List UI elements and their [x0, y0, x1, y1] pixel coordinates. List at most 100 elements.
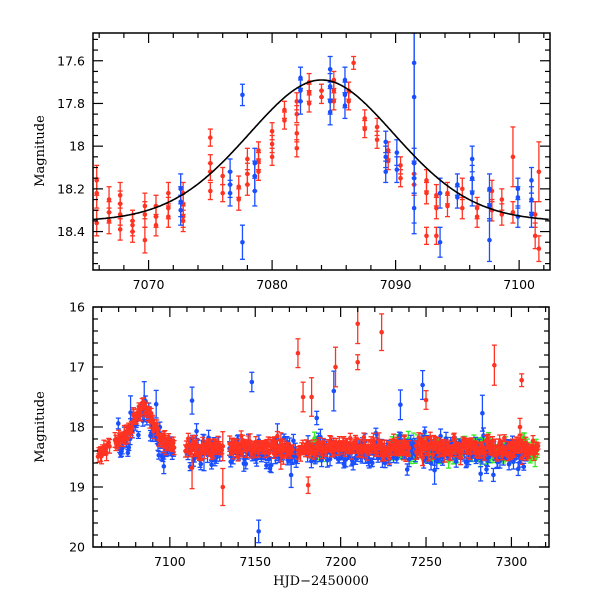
- data-point: [240, 239, 245, 245]
- data-point: [106, 218, 112, 224]
- data-point: [272, 441, 277, 446]
- bottom-blue-point: [194, 423, 200, 440]
- y-tick-label: 18.2: [57, 181, 85, 196]
- data-point: [428, 460, 434, 466]
- data-point: [425, 457, 430, 463]
- data-point: [256, 158, 261, 164]
- top-blue-point: [486, 190, 492, 222]
- top-blue-point: [411, 192, 417, 224]
- data-point: [469, 156, 475, 162]
- data-point: [264, 463, 269, 468]
- top-model-curve: [93, 79, 549, 221]
- top-red-point: [294, 104, 300, 124]
- y-tick-label: 17.6: [57, 53, 85, 68]
- data-point: [171, 445, 177, 450]
- data-point: [340, 453, 345, 459]
- data-point: [291, 438, 296, 444]
- data-point: [469, 175, 475, 181]
- data-point: [198, 461, 204, 467]
- data-point: [460, 186, 465, 192]
- data-point: [243, 461, 249, 467]
- data-point: [480, 410, 485, 416]
- bottom-blue-point: [161, 458, 167, 475]
- data-point: [529, 178, 534, 183]
- top-blue-point: [528, 201, 534, 228]
- data-point: [294, 99, 300, 104]
- data-point: [347, 435, 353, 441]
- data-point: [245, 156, 250, 162]
- data-point: [239, 451, 245, 457]
- top-red-point: [499, 203, 505, 226]
- data-point: [252, 188, 258, 194]
- x-tick-label: 7070: [133, 277, 165, 292]
- data-point: [166, 190, 171, 196]
- data-point: [275, 433, 280, 439]
- top-red-point: [374, 130, 380, 149]
- data-point: [491, 472, 496, 478]
- top-red-point: [220, 166, 226, 186]
- data-point: [420, 382, 425, 388]
- top-red-point: [220, 183, 226, 203]
- data-point: [106, 197, 112, 202]
- data-point: [374, 137, 380, 143]
- top-blue-point: [252, 175, 258, 207]
- bottom-blue-outlier: [479, 394, 485, 432]
- data-point: [153, 222, 159, 228]
- data-point: [94, 220, 100, 226]
- data-point: [306, 101, 312, 106]
- top-red-point: [510, 126, 516, 188]
- data-point: [342, 103, 348, 108]
- data-point: [256, 148, 261, 153]
- data-point: [208, 188, 213, 194]
- bottom-blue-point: [490, 467, 496, 483]
- bottom-blue-point: [243, 458, 249, 470]
- data-point: [515, 195, 521, 200]
- data-point: [394, 150, 400, 155]
- data-point: [327, 66, 333, 72]
- data-point: [116, 421, 121, 426]
- data-point: [411, 175, 417, 181]
- data-point: [487, 203, 492, 209]
- data-point: [404, 467, 410, 472]
- data-point: [529, 197, 534, 202]
- bottom-blue-point: [115, 417, 121, 430]
- data-point: [294, 145, 300, 151]
- x-tick-label: 7100: [503, 277, 535, 292]
- top-red-point: [398, 168, 404, 188]
- top-frame: [92, 32, 551, 271]
- data-point: [327, 84, 333, 89]
- data-point: [511, 459, 516, 465]
- data-point: [148, 410, 154, 416]
- top-red-point: [331, 92, 337, 111]
- data-point: [125, 450, 131, 456]
- data-point: [290, 447, 295, 452]
- top-red-point: [346, 92, 352, 111]
- data-point: [445, 190, 450, 196]
- data-point: [268, 462, 274, 468]
- top-red-point: [106, 207, 112, 235]
- data-point: [460, 205, 465, 211]
- data-point: [434, 192, 439, 198]
- data-point: [510, 210, 516, 215]
- top-red-point: [444, 194, 450, 218]
- data-point: [370, 460, 375, 466]
- data-point: [532, 212, 538, 217]
- data-point: [208, 135, 213, 140]
- top-blue-point: [227, 179, 233, 207]
- top-data-marks: [94, 33, 542, 263]
- data-point: [178, 207, 183, 213]
- data-point: [104, 450, 109, 456]
- data-point: [136, 432, 141, 438]
- x-tick-label: 7080: [256, 277, 288, 292]
- data-point: [487, 186, 492, 192]
- data-point: [398, 163, 403, 168]
- bottom-red-point: [171, 439, 177, 456]
- data-point: [189, 398, 195, 403]
- top-blue-point: [411, 33, 417, 162]
- y-tick-label: 18.4: [57, 224, 85, 239]
- data-point: [117, 227, 123, 232]
- data-point: [269, 154, 275, 160]
- top-red-point: [499, 188, 505, 211]
- top-red-point: [459, 196, 465, 220]
